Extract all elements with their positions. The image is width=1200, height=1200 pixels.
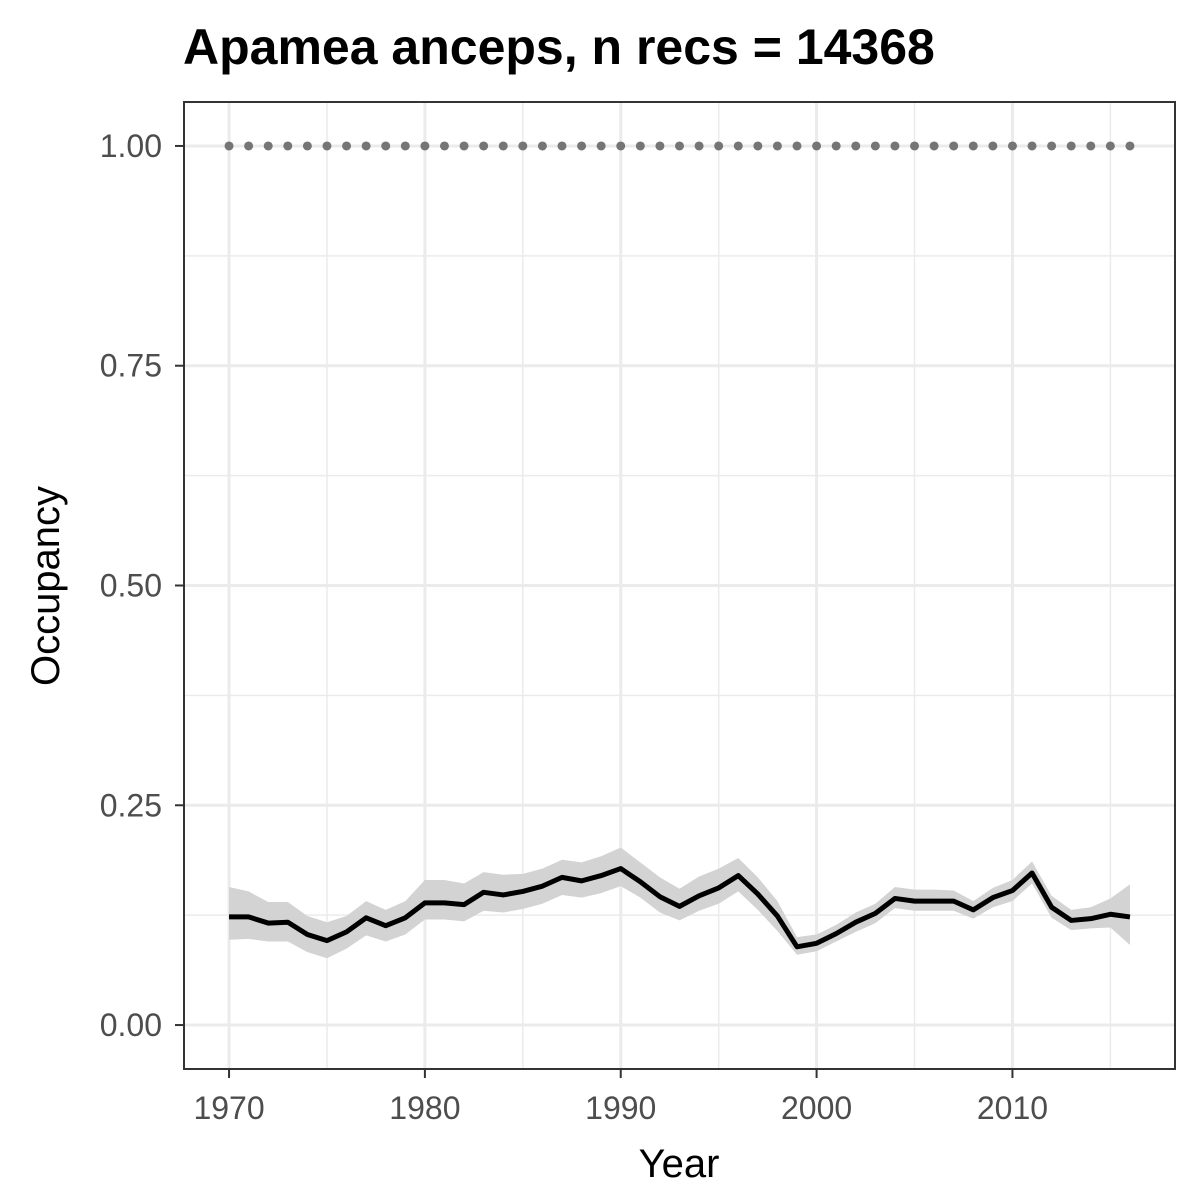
reference-point	[694, 141, 704, 151]
reference-point	[792, 141, 802, 151]
reference-point	[302, 141, 312, 151]
confidence-ribbon-layer	[229, 847, 1130, 959]
reference-point	[557, 141, 567, 151]
x-tick-label: 1990	[585, 1090, 656, 1126]
reference-point	[635, 141, 645, 151]
reference-point	[342, 141, 352, 151]
reference-points-layer	[224, 141, 1135, 151]
x-axis-title: Year	[639, 1142, 720, 1186]
occupancy-mean-line	[229, 866, 1131, 950]
reference-point	[498, 141, 508, 151]
reference-point	[988, 141, 998, 151]
reference-point	[870, 141, 880, 151]
reference-point	[381, 141, 391, 151]
reference-point	[890, 141, 900, 151]
y-tick-label: 0.00	[100, 1007, 162, 1043]
reference-point	[439, 141, 449, 151]
reference-point	[1007, 141, 1017, 151]
reference-point	[910, 141, 920, 151]
reference-point	[459, 141, 469, 151]
confidence-ribbon	[229, 847, 1130, 959]
reference-point	[518, 141, 528, 151]
y-axis: 0.00 0.25 0.50 0.75 1.00	[100, 128, 184, 1043]
y-tick-label: 1.00	[100, 128, 162, 164]
reference-point	[714, 141, 724, 151]
reference-point	[1066, 141, 1076, 151]
x-axis: 1970 1980 1990 2000 2010	[193, 1069, 1048, 1126]
reference-point	[851, 141, 861, 151]
reference-point	[361, 141, 371, 151]
chart-title: Apamea anceps, n recs = 14368	[183, 19, 935, 75]
reference-point	[283, 141, 293, 151]
reference-point	[1105, 141, 1115, 151]
reference-point	[244, 141, 254, 151]
reference-point	[479, 141, 489, 151]
y-tick-label: 0.50	[100, 568, 162, 604]
reference-point	[224, 141, 234, 151]
reference-point	[1047, 141, 1057, 151]
reference-point	[772, 141, 782, 151]
reference-point	[753, 141, 763, 151]
x-tick-label: 1980	[389, 1090, 460, 1126]
reference-point	[733, 141, 743, 151]
reference-point	[1125, 141, 1135, 151]
reference-point	[577, 141, 587, 151]
reference-point	[968, 141, 978, 151]
x-tick-label: 2010	[977, 1090, 1048, 1126]
reference-point	[812, 141, 822, 151]
y-tick-label: 0.75	[100, 348, 162, 384]
reference-point	[596, 141, 606, 151]
reference-point	[616, 141, 626, 151]
y-tick-label: 0.25	[100, 787, 162, 823]
reference-point	[1086, 141, 1096, 151]
reference-point	[831, 141, 841, 151]
reference-point	[537, 141, 547, 151]
reference-point	[420, 141, 430, 151]
x-tick-label: 2000	[781, 1090, 852, 1126]
reference-point	[675, 141, 684, 151]
x-tick-label: 1970	[193, 1090, 264, 1126]
reference-point	[655, 141, 665, 151]
reference-point	[263, 141, 273, 151]
reference-point	[322, 141, 332, 151]
reference-point	[929, 141, 939, 151]
y-axis-title: Occupancy	[24, 486, 68, 686]
mean-line-layer	[229, 866, 1131, 950]
reference-point	[400, 141, 410, 151]
reference-point	[949, 141, 959, 151]
reference-point	[1027, 141, 1037, 151]
